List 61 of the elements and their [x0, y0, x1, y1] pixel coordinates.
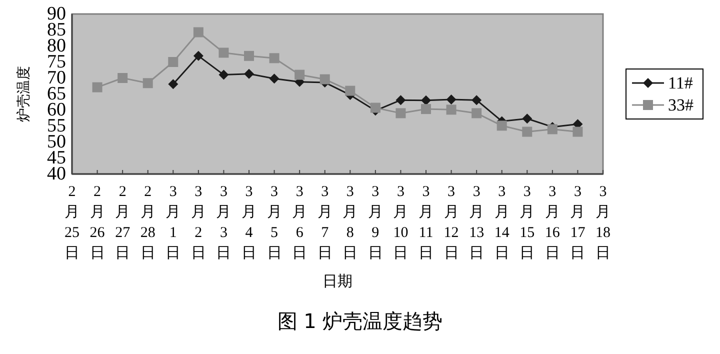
point	[421, 95, 431, 106]
x-tick-label: 3月10日	[393, 184, 408, 262]
point	[218, 70, 229, 80]
x-tick-label: 3月14日	[494, 184, 510, 262]
legend-label: 11#	[668, 74, 694, 92]
point	[193, 27, 204, 38]
x-tick-label: 3月16日	[544, 184, 560, 262]
point	[370, 102, 380, 113]
point	[168, 57, 178, 67]
point	[396, 108, 406, 118]
point	[472, 95, 482, 106]
point	[496, 120, 507, 131]
x-axis-title: 日期	[322, 272, 352, 290]
x-tick-label: 2月27日	[115, 184, 131, 262]
point	[421, 104, 431, 114]
x-tick-label: 3月15日	[520, 184, 535, 262]
point	[472, 108, 482, 118]
point	[168, 79, 178, 90]
x-tick-label: 3月1日	[166, 184, 181, 262]
x-tick-label: 3月11日	[418, 184, 434, 262]
y-tick-label: 40	[47, 164, 66, 184]
point	[522, 126, 532, 137]
point	[396, 95, 406, 106]
point	[446, 104, 456, 115]
x-tick-label: 3月2日	[190, 184, 206, 262]
x-tick-label: 2月28日	[140, 184, 156, 262]
point	[142, 78, 153, 88]
x-tick-label: 3月3日	[216, 184, 232, 262]
x-tick-label: 3月7日	[317, 184, 332, 262]
point	[446, 94, 456, 104]
point	[269, 53, 280, 64]
x-tick-label: 3月5日	[266, 184, 282, 262]
point	[547, 124, 558, 134]
x-tick-label: 3月6日	[292, 184, 308, 262]
point	[244, 68, 254, 79]
point	[522, 114, 532, 124]
point	[572, 126, 583, 137]
x-tick-label: 3月12日	[444, 184, 459, 262]
point	[92, 82, 102, 92]
point	[294, 70, 305, 80]
legend-label: 33#	[668, 96, 694, 114]
y-tick-label: 80	[47, 36, 66, 56]
point	[218, 48, 229, 58]
point	[345, 86, 356, 96]
point	[244, 50, 254, 61]
x-tick-label: 3月9日	[368, 184, 383, 262]
x-tick-label: 3月17日	[570, 184, 586, 262]
x-tick-label: 3月13日	[469, 184, 484, 262]
x-tick-label: 2月25日	[64, 184, 80, 262]
point	[320, 74, 330, 84]
point	[193, 50, 204, 61]
point	[118, 73, 128, 83]
x-tick-label: 2月26日	[90, 184, 106, 262]
y-tick-label: 50	[47, 132, 66, 152]
text: 图 1 炉壳温度趋势	[277, 309, 443, 333]
x-tick-label: 3月8日	[342, 184, 358, 262]
x-tick-label: 3月18日	[596, 184, 610, 262]
y-axis-title: 炉壳温度	[16, 66, 32, 122]
y-tick-label: 60	[47, 100, 66, 120]
point	[269, 74, 280, 84]
x-tick-label: 3月4日	[242, 184, 256, 262]
